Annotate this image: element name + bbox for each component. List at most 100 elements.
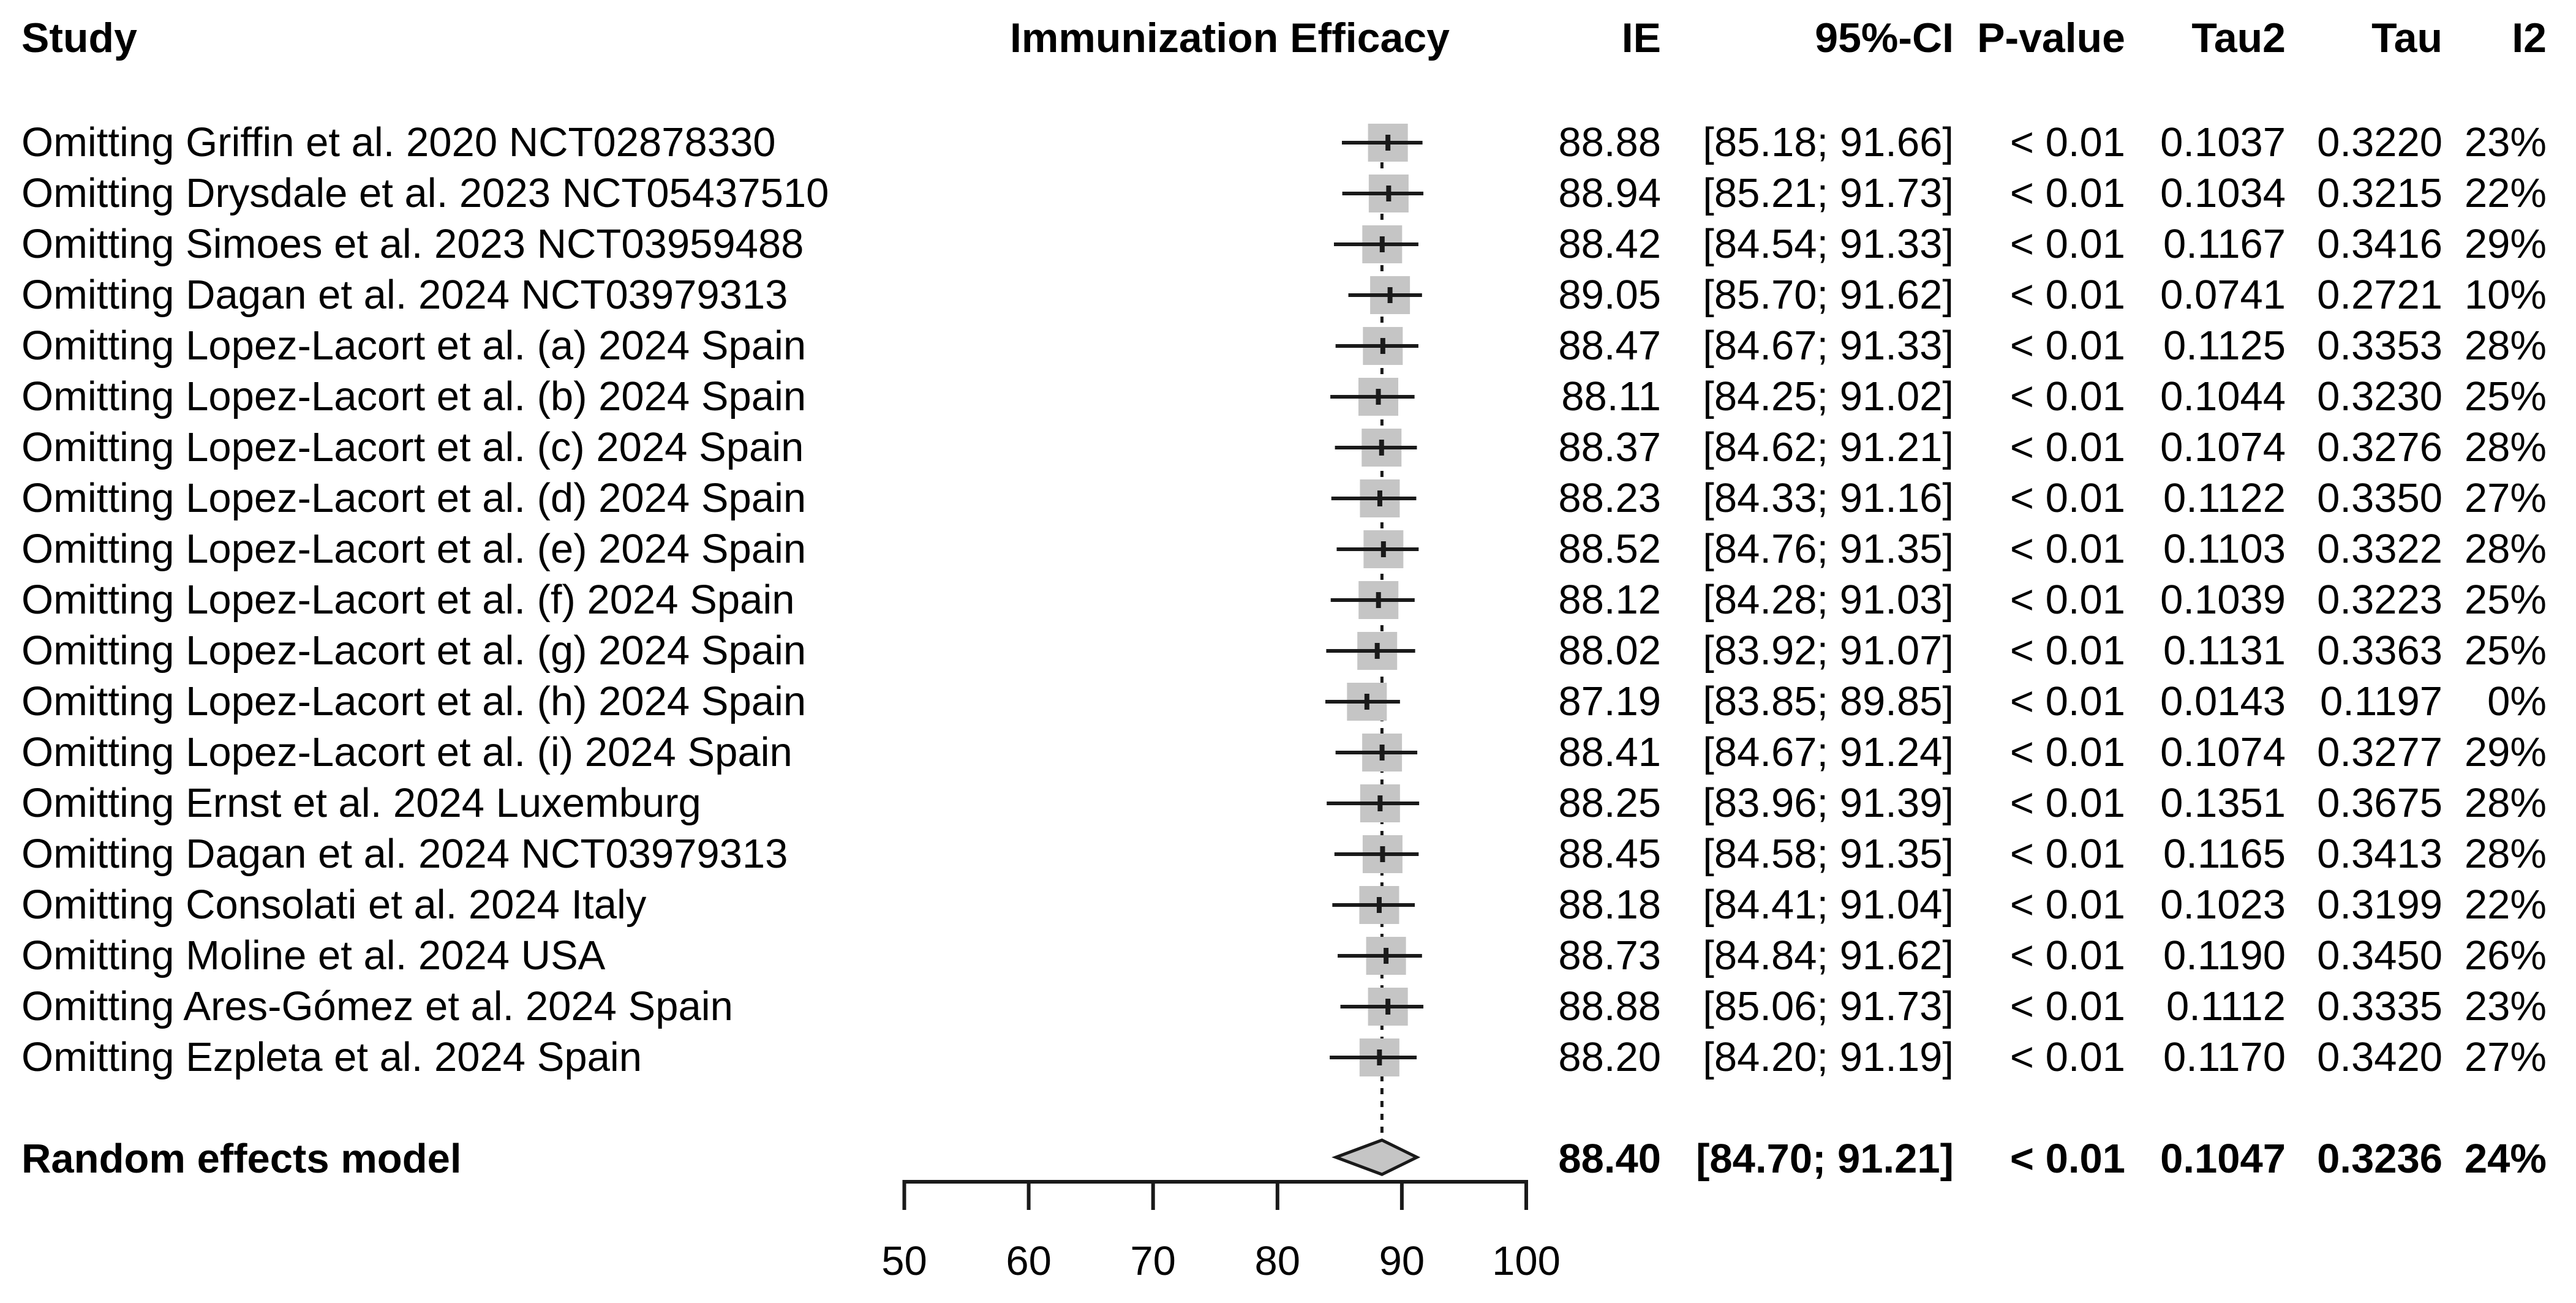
p-value: < 0.01 xyxy=(2009,729,2125,775)
i2-value: 28% xyxy=(2464,323,2547,369)
i2-value: 22% xyxy=(2464,170,2547,216)
ci-value: [84.20; 91.19] xyxy=(1703,1034,1954,1080)
ie-value: 88.12 xyxy=(1558,577,1661,623)
i2-value: 28% xyxy=(2464,780,2547,826)
x-axis-tick-label: 80 xyxy=(1255,1238,1301,1284)
ci-value: [85.70; 91.62] xyxy=(1703,272,1954,318)
p-value: < 0.01 xyxy=(2009,526,2125,572)
p-value: < 0.01 xyxy=(2009,780,2125,826)
i2-value: 24% xyxy=(2464,1136,2547,1182)
x-axis-tick-label: 70 xyxy=(1130,1238,1176,1284)
p-value: < 0.01 xyxy=(2009,882,2125,928)
i2-value: 27% xyxy=(2464,1034,2547,1080)
ci-value: [84.62; 91.21] xyxy=(1703,424,1954,470)
column-header-ie: IE xyxy=(1621,15,1661,61)
study-label: Omitting Dagan et al. 2024 NCT03979313 xyxy=(21,272,788,318)
tau2-value: 0.0741 xyxy=(2160,272,2286,318)
tau-value: 0.3353 xyxy=(2317,323,2442,369)
tau-value: 0.3335 xyxy=(2317,983,2442,1029)
ie-value: 88.45 xyxy=(1558,831,1661,877)
study-label: Omitting Ezpleta et al. 2024 Spain xyxy=(21,1034,642,1080)
i2-value: 25% xyxy=(2464,374,2547,419)
ie-value: 89.05 xyxy=(1558,272,1661,318)
ie-value: 88.37 xyxy=(1558,424,1661,470)
tau-value: 0.3450 xyxy=(2317,933,2442,978)
ie-value: 88.88 xyxy=(1558,983,1661,1029)
tau2-value: 0.1125 xyxy=(2163,323,2286,369)
ci-value: [84.58; 91.35] xyxy=(1703,831,1954,877)
tau-value: 0.3420 xyxy=(2317,1034,2442,1080)
i2-value: 23% xyxy=(2464,119,2547,165)
study-label: Omitting Lopez-Lacort et al. (c) 2024 Sp… xyxy=(21,424,804,470)
ci-value: [84.67; 91.33] xyxy=(1703,323,1954,369)
tau-value: 0.2721 xyxy=(2317,272,2442,318)
ie-value: 88.52 xyxy=(1558,526,1661,572)
column-header-tau2: Tau2 xyxy=(2191,15,2286,61)
ie-value: 88.20 xyxy=(1558,1034,1661,1080)
column-header-pvalue: P-value xyxy=(1977,15,2125,61)
study-label: Omitting Lopez-Lacort et al. (i) 2024 Sp… xyxy=(21,729,793,775)
x-axis-tick-label: 90 xyxy=(1379,1238,1425,1284)
i2-value: 22% xyxy=(2464,882,2547,928)
ie-value: 88.02 xyxy=(1558,628,1661,674)
p-value: < 0.01 xyxy=(2009,475,2125,521)
tau2-value: 0.1131 xyxy=(2163,628,2286,674)
p-value: < 0.01 xyxy=(2009,170,2125,216)
study-label: Omitting Lopez-Lacort et al. (f) 2024 Sp… xyxy=(21,577,795,623)
study-label: Omitting Moline et al. 2024 USA xyxy=(21,933,606,978)
tau2-value: 0.1103 xyxy=(2163,526,2286,572)
ie-value: 88.88 xyxy=(1558,119,1661,165)
study-label: Omitting Lopez-Lacort et al. (e) 2024 Sp… xyxy=(21,526,807,572)
tau-value: 0.3413 xyxy=(2317,831,2442,877)
ie-value: 88.25 xyxy=(1558,780,1661,826)
ie-value: 88.42 xyxy=(1558,221,1661,267)
p-value: < 0.01 xyxy=(2009,577,2125,623)
p-value: < 0.01 xyxy=(2009,221,2125,267)
ci-value: [85.18; 91.66] xyxy=(1703,119,1954,165)
study-label: Omitting Consolati et al. 2024 Italy xyxy=(21,882,647,928)
p-value: < 0.01 xyxy=(2009,323,2125,369)
ie-value: 88.41 xyxy=(1558,729,1661,775)
p-value: < 0.01 xyxy=(2009,374,2125,419)
ci-value: [85.21; 91.73] xyxy=(1703,170,1954,216)
i2-value: 29% xyxy=(2464,221,2547,267)
tau-value: 0.3223 xyxy=(2317,577,2442,623)
study-label: Omitting Lopez-Lacort et al. (a) 2024 Sp… xyxy=(21,323,807,369)
ie-value: 88.73 xyxy=(1558,933,1661,978)
tau-value: 0.3230 xyxy=(2317,374,2442,419)
tau2-value: 0.1167 xyxy=(2163,221,2286,267)
x-axis-tick-label: 60 xyxy=(1006,1238,1052,1284)
p-value: < 0.01 xyxy=(2009,424,2125,470)
study-label: Omitting Lopez-Lacort et al. (h) 2024 Sp… xyxy=(21,678,807,724)
tau-value: 0.3215 xyxy=(2317,170,2442,216)
p-value: < 0.01 xyxy=(2009,678,2125,724)
i2-value: 23% xyxy=(2464,983,2547,1029)
tau-value: 0.1197 xyxy=(2320,678,2442,724)
p-value: < 0.01 xyxy=(2009,1034,2125,1080)
study-label: Omitting Lopez-Lacort et al. (g) 2024 Sp… xyxy=(21,628,807,674)
tau-value: 0.3363 xyxy=(2317,628,2442,674)
tau-value: 0.3277 xyxy=(2317,729,2442,775)
tau2-value: 0.1039 xyxy=(2160,577,2286,623)
ci-value: [84.41; 91.04] xyxy=(1703,882,1954,928)
ci-value: [83.96; 91.39] xyxy=(1703,780,1954,826)
study-label: Random effects model xyxy=(21,1136,462,1182)
study-label: Omitting Griffin et al. 2020 NCT02878330 xyxy=(21,119,776,165)
i2-value: 26% xyxy=(2464,933,2547,978)
ie-value: 88.40 xyxy=(1558,1136,1661,1182)
tau2-value: 0.1074 xyxy=(2160,424,2286,470)
column-header-ci: 95%-CI xyxy=(1815,15,1954,61)
ci-value: [84.76; 91.35] xyxy=(1703,526,1954,572)
i2-value: 28% xyxy=(2464,831,2547,877)
ie-value: 88.94 xyxy=(1558,170,1661,216)
tau-value: 0.3236 xyxy=(2317,1136,2442,1182)
column-header-tau: Tau xyxy=(2371,15,2442,61)
study-label: Omitting Lopez-Lacort et al. (d) 2024 Sp… xyxy=(21,475,807,521)
tau-value: 0.3675 xyxy=(2317,780,2442,826)
tau2-value: 0.1037 xyxy=(2160,119,2286,165)
tau-value: 0.3199 xyxy=(2317,882,2442,928)
tau2-value: 0.1044 xyxy=(2160,374,2286,419)
ci-value: [83.85; 89.85] xyxy=(1703,678,1954,724)
i2-value: 28% xyxy=(2464,424,2547,470)
